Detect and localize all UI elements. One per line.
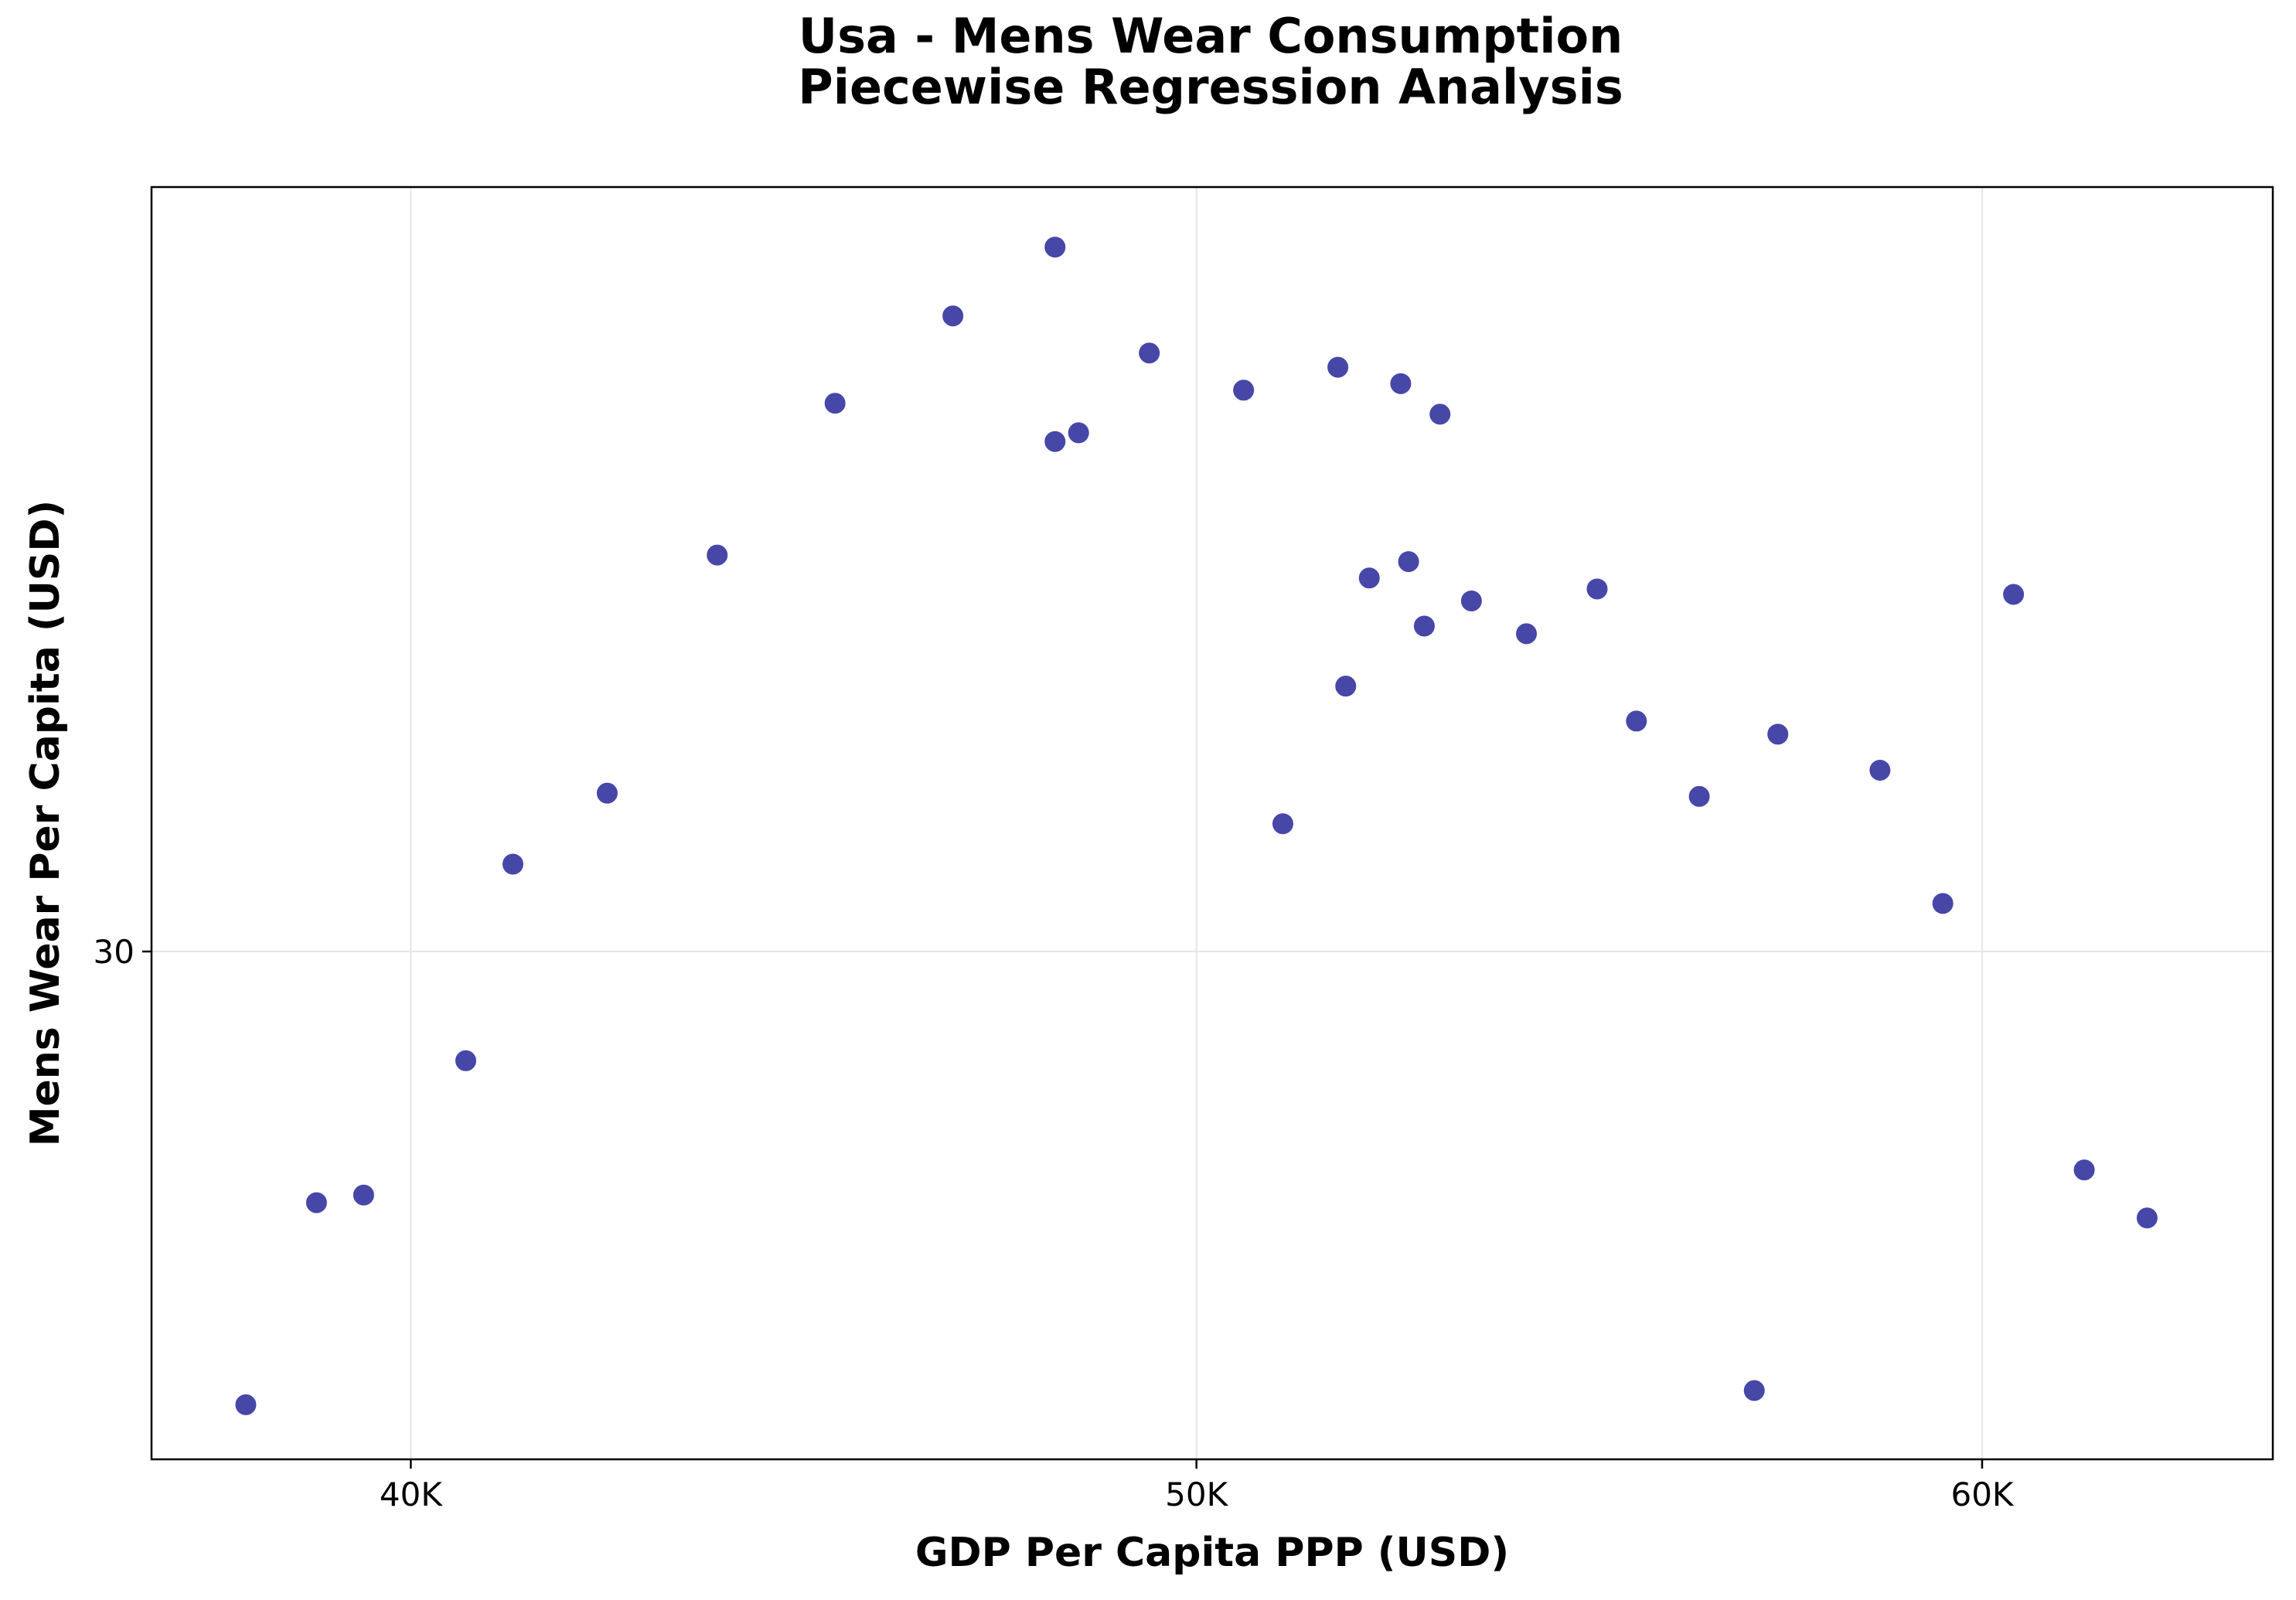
- data-point: [2134, 1205, 2160, 1231]
- data-point: [1395, 549, 1422, 575]
- data-point: [499, 851, 526, 877]
- data-point: [1065, 420, 1092, 446]
- data-point: [1325, 354, 1351, 380]
- data-point: [233, 1391, 259, 1418]
- grid-lines: [152, 187, 2273, 1459]
- data-point: [350, 1182, 376, 1208]
- plot-frame: [150, 186, 2274, 1461]
- data-point: [453, 1047, 479, 1074]
- data-point: [1584, 576, 1610, 602]
- data-point: [1411, 613, 1437, 639]
- data-point: [940, 303, 966, 329]
- data-point: [1269, 811, 1296, 837]
- data-point: [2071, 1157, 2097, 1183]
- data-point: [1623, 708, 1650, 734]
- data-point: [822, 390, 848, 417]
- axis-ticks: 40K 50K 60K 30: [94, 933, 2015, 1513]
- data-point: [1930, 890, 1956, 917]
- data-point: [2001, 581, 2027, 608]
- x-tick-label: 50K: [1165, 1476, 1228, 1513]
- data-point: [594, 780, 620, 806]
- x-tick-label: 60K: [1950, 1476, 2014, 1513]
- chart-title-line2: Piecewise Regression Analysis: [798, 59, 1623, 115]
- data-point: [1686, 783, 1712, 809]
- data-point: [1042, 428, 1068, 454]
- data-point: [1765, 721, 1791, 747]
- x-axis-label: GDP Per Capita PPP (USD): [915, 1530, 1509, 1576]
- data-point: [1514, 621, 1540, 647]
- y-tick-label: 30: [94, 933, 135, 971]
- data-point: [1458, 587, 1484, 614]
- data-point: [1231, 377, 1257, 403]
- data-point: [1042, 234, 1068, 260]
- data-point: [1427, 401, 1453, 427]
- data-point: [1333, 673, 1359, 700]
- data-point: [1356, 565, 1382, 591]
- data-point: [1741, 1377, 1767, 1404]
- data-point: [303, 1190, 329, 1216]
- scatter-points: [233, 234, 2160, 1418]
- y-axis-label: Mens Wear Per Capita (USD): [22, 500, 69, 1147]
- x-tick-label: 40K: [380, 1476, 443, 1513]
- data-point: [1136, 340, 1163, 366]
- chart-title-line1: Usa - Mens Wear Consumption: [798, 8, 1623, 64]
- data-point: [1867, 757, 1893, 783]
- data-point: [1388, 370, 1414, 397]
- data-point: [704, 542, 731, 568]
